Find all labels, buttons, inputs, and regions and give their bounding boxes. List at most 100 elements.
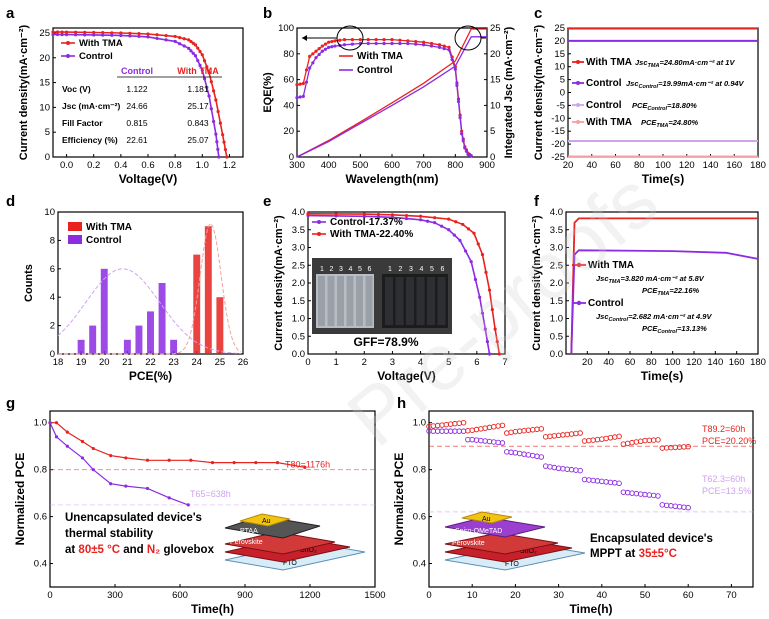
legend-label: With TMA bbox=[586, 57, 632, 68]
panel-f: 20 40 60 80 100 120 140 160 180 0.0 0.5 1.0 1.5 2.0 2.… bbox=[531, 193, 766, 383]
legend-label: With TMA bbox=[86, 222, 132, 233]
y-tick-label: 20 bbox=[283, 126, 294, 137]
jv-marker bbox=[418, 214, 423, 218]
jv-marker bbox=[493, 327, 497, 331]
x-tick-label: 70 bbox=[726, 590, 737, 601]
eqe-marker bbox=[308, 54, 312, 58]
stability-curve bbox=[50, 422, 305, 468]
plot-frame bbox=[428, 410, 754, 588]
jv-marker bbox=[480, 253, 485, 257]
mppt-marker bbox=[581, 476, 588, 483]
x-axis-label: Time(h) bbox=[191, 602, 234, 616]
jv-marker bbox=[223, 147, 228, 152]
x-axis-label: PCE(%) bbox=[129, 369, 172, 383]
legend-note: JscControl=19.99mA·cm⁻² at 0.94V bbox=[626, 79, 745, 90]
jv-marker bbox=[447, 217, 451, 221]
x-tick-label: 100 bbox=[655, 160, 671, 171]
eqe-marker bbox=[447, 48, 451, 52]
mppt-marker bbox=[599, 478, 605, 485]
panel-b: 300 400 500 600 700 800 900020406080100Wavelen… bbox=[262, 5, 515, 186]
legend-label: Control bbox=[586, 100, 622, 111]
mppt-marker bbox=[534, 453, 540, 460]
y-axis-label: EQE(%) bbox=[262, 72, 274, 113]
y-tick-label: 1.5 bbox=[550, 296, 563, 307]
eqe-marker bbox=[295, 96, 299, 100]
jv-marker bbox=[433, 216, 437, 220]
mppt-marker bbox=[681, 504, 687, 510]
mppt-marker bbox=[590, 477, 596, 484]
y-tick-label: -15 bbox=[551, 126, 565, 137]
mppt-marker bbox=[616, 433, 622, 440]
eqe-marker bbox=[398, 38, 402, 42]
x-tick-label: 600 bbox=[172, 590, 188, 601]
eqe-marker bbox=[390, 38, 394, 42]
histogram-bar bbox=[100, 268, 108, 354]
legend-label: With TMA bbox=[588, 260, 634, 271]
module-stripe bbox=[395, 277, 404, 325]
mppt-marker bbox=[473, 426, 480, 433]
y-tick-label: 1.5 bbox=[292, 296, 305, 307]
y-tick-label: 6 bbox=[50, 264, 55, 275]
jv-marker bbox=[211, 89, 216, 93]
jv-marker bbox=[119, 33, 123, 38]
jv-marker bbox=[225, 155, 229, 159]
y2-tick-label: 20 bbox=[490, 49, 501, 60]
y-tick-label: 0.8 bbox=[34, 465, 47, 476]
jv-marker bbox=[178, 35, 182, 40]
y-tick-label: 0.0 bbox=[292, 349, 305, 360]
module-cell-label: 4 bbox=[420, 266, 424, 273]
y-tick-label: 2.0 bbox=[550, 278, 563, 289]
legend-marker bbox=[576, 300, 582, 306]
mppt-marker bbox=[516, 428, 523, 434]
layer-label: Au bbox=[482, 516, 491, 523]
y-tick-label: -25 bbox=[551, 152, 565, 163]
x-tick-label: 7 bbox=[502, 357, 507, 368]
eqe-marker bbox=[304, 68, 309, 72]
table-header: Control bbox=[121, 66, 153, 76]
module-cell-label: 6 bbox=[441, 266, 445, 273]
x-tick-label: 140 bbox=[703, 160, 719, 171]
table-cell: 0.815 bbox=[126, 118, 148, 128]
legend-marker bbox=[576, 103, 580, 107]
stability-marker bbox=[210, 461, 215, 465]
legend-marker bbox=[576, 81, 580, 85]
eqe-marker bbox=[320, 49, 324, 53]
mppt-marker bbox=[542, 434, 549, 440]
jv-marker bbox=[55, 30, 60, 34]
eqe-marker bbox=[464, 149, 469, 153]
eqe-marker bbox=[311, 61, 315, 65]
mppt-marker bbox=[512, 450, 519, 456]
jv-marker bbox=[334, 212, 338, 216]
module-cell-label: 3 bbox=[339, 266, 343, 273]
jv-marker bbox=[433, 221, 437, 225]
module-stripe bbox=[406, 277, 414, 325]
legend-note: PCETMA=24.80% bbox=[641, 118, 698, 129]
stability-marker bbox=[65, 430, 69, 434]
eqe-marker bbox=[298, 82, 302, 86]
eqe-marker bbox=[447, 45, 451, 49]
x-tick-label: 1.2 bbox=[223, 160, 236, 171]
eqe-marker bbox=[327, 40, 331, 44]
panel-e: 0 1 2 3 4 5 6 70.00.51.01.52.02.53.03.54.0Volta… bbox=[263, 193, 508, 383]
mppt-marker bbox=[616, 480, 622, 487]
table-header: With TMA bbox=[177, 66, 219, 76]
legend-label: Control bbox=[86, 235, 122, 246]
jv-marker bbox=[497, 352, 501, 356]
table-cell: 1.181 bbox=[187, 84, 209, 94]
x-tick-label: 60 bbox=[683, 590, 694, 601]
jv-marker bbox=[376, 215, 380, 219]
mppt-marker bbox=[633, 439, 640, 445]
x-tick-label: 600 bbox=[384, 160, 400, 171]
eqe-marker bbox=[422, 40, 426, 44]
jv-marker bbox=[209, 107, 213, 111]
caption-line: at 80±5 °C and N₂ glovebox bbox=[65, 544, 215, 556]
mppt-marker bbox=[676, 503, 683, 510]
legend-label: With TMA bbox=[586, 117, 632, 128]
y-tick-label: 0.6 bbox=[413, 512, 426, 523]
y-tick-label: 0.4 bbox=[34, 559, 47, 570]
table-row-label: Jsc (mA·cm⁻²) bbox=[62, 101, 121, 111]
x-tick-label: 50 bbox=[640, 590, 651, 601]
layer-label: Spiro-OMeTAD bbox=[455, 528, 502, 535]
eqe-marker bbox=[429, 41, 434, 46]
x-tick-label: 4 bbox=[418, 357, 423, 368]
